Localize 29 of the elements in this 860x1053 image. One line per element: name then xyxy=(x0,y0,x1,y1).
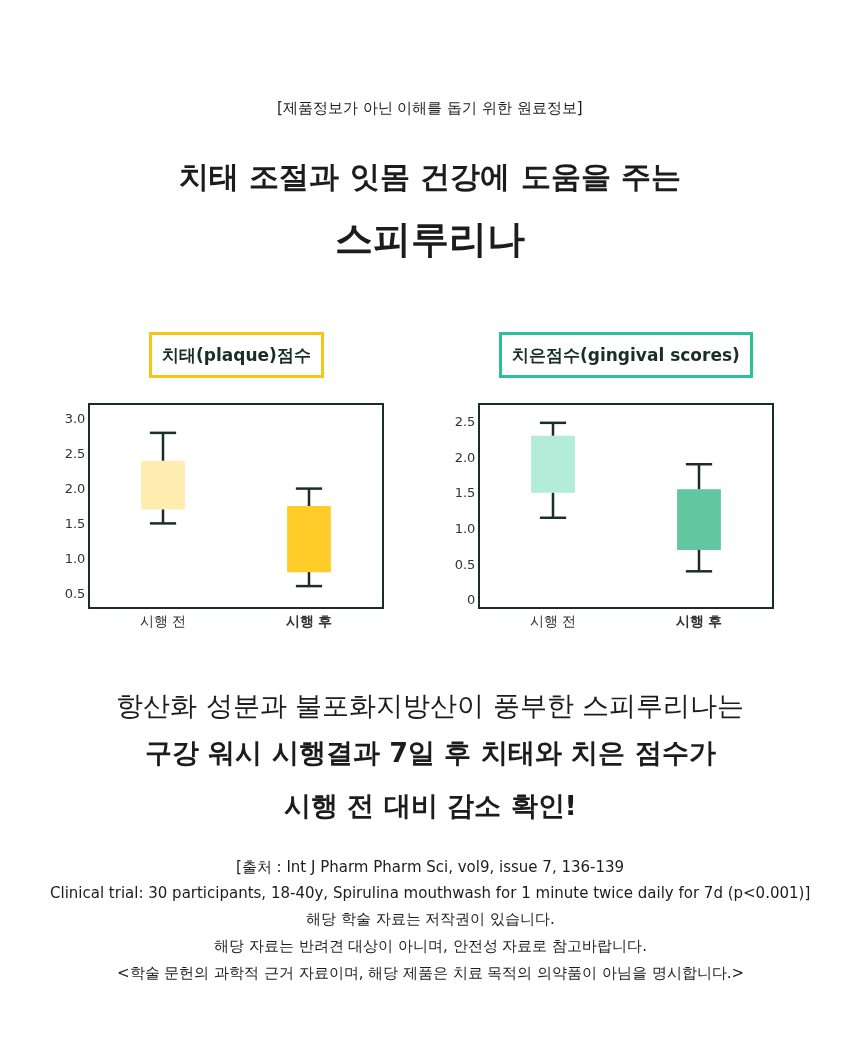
text: [출처 : Int J Pharm Pharm Sci, vol9, issue 7, 136-139 xyxy=(236,858,625,876)
text: 시행 전 대비 감소 확인! xyxy=(284,790,577,821)
y-tick-label: 1.5 xyxy=(454,485,476,501)
text: 스피루리나 xyxy=(335,217,525,261)
text: Clinical trial: 30 participants, 18-40y, Spirulina mouthwash for 1 minute twice daily for 7d (p<0.001)] xyxy=(50,884,811,902)
x-tick-label: 시행 전 xyxy=(139,612,187,629)
y-tick-label: 2.0 xyxy=(64,481,86,497)
y-tick-label: 1.5 xyxy=(64,515,86,531)
y-tick-label: 2.0 xyxy=(454,449,476,465)
chart-title: 치은점수(gingival scores) xyxy=(512,345,740,365)
chart-title: 치태(plaque)점수 xyxy=(162,345,311,365)
y-tick-label: 1.0 xyxy=(64,550,86,566)
y-tick-label: 2.5 xyxy=(64,446,86,462)
y-tick-label: 1.0 xyxy=(454,521,476,537)
y-tick-label: 3.0 xyxy=(64,411,86,427)
text: [제품정보가 아닌 이해를 돕기 위한 원료정보] xyxy=(277,99,583,117)
y-tick-label: 0 xyxy=(467,592,476,608)
text: 항산화 성분과 불포화지방산이 풍부한 스피루리나는 xyxy=(116,690,745,721)
text: 해당 자료는 반려견 대상이 아니며, 안전성 자료로 참고바랍니다. xyxy=(214,937,647,955)
text: 구강 워시 시행결과 7일 후 치태와 치은 점수가 xyxy=(145,737,716,768)
x-tick-label: 시행 전 xyxy=(529,612,577,629)
text: 해당 학술 자료는 저작권이 있습니다. xyxy=(306,910,555,928)
y-tick-label: 0.5 xyxy=(454,556,476,572)
text: 치태 조절과 잇몸 건강에 도움을 주는 xyxy=(179,159,682,194)
y-tick-label: 0.5 xyxy=(64,585,86,601)
y-tick-label: 2.5 xyxy=(454,413,476,429)
text: <학술 문헌의 과학적 근거 자료이며, 해당 제품은 치료 목적의 의약품이 아님을 명시합니다.> xyxy=(117,964,745,982)
x-tick-label: 시행 후 xyxy=(285,612,333,629)
x-tick-label: 시행 후 xyxy=(675,612,723,629)
